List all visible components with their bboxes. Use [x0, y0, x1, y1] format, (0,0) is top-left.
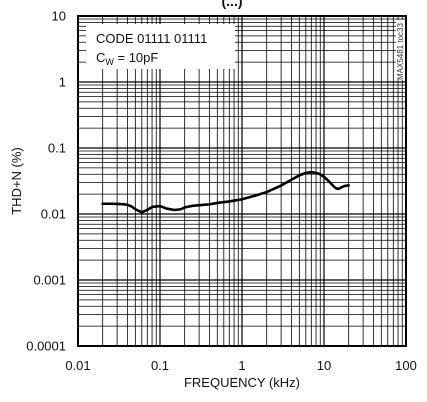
plot-area-border: [77, 15, 407, 347]
legend-box: [86, 24, 235, 69]
x-tick-label: 100: [395, 358, 417, 373]
y-tick-label: 0.1: [48, 141, 66, 156]
x-tick-label: 10: [317, 358, 331, 373]
y-axis-title: THD+N (%): [9, 147, 24, 215]
y-tick-label: 1: [59, 75, 66, 90]
x-tick-label: 1: [238, 358, 245, 373]
y-tick-labels: 0.0001 0.001 0.01 0.1 1 10: [26, 9, 66, 354]
chart-title-fragment: (...): [222, 0, 243, 9]
x-tick-labels: 0.01 0.1 1 10 100: [65, 358, 417, 373]
y-tick-label: 0.01: [41, 207, 66, 222]
legend-capacitance-label: CW = 10pF: [96, 50, 158, 67]
y-tick-label: 0.0001: [26, 339, 66, 354]
figure-id-box: [396, 20, 405, 80]
y-tick-label: 10: [52, 9, 66, 24]
legend-capacitance-subscript: W: [105, 57, 114, 67]
legend-capacitance-value: = 10pF: [114, 50, 159, 65]
x-tick-label: 0.01: [65, 358, 90, 373]
legend: CODE 01111 01111 CW = 10pF: [86, 24, 235, 69]
legend-code-label: CODE 01111 01111: [96, 31, 207, 46]
x-tick-label: 0.1: [151, 358, 169, 373]
data-series: [101, 170, 350, 214]
figure-id: MAX5481 toc33: [396, 23, 405, 80]
legend-capacitance-symbol: C: [96, 50, 105, 65]
x-axis-title: FREQUENCY (kHz): [184, 375, 300, 390]
series-line-1: [101, 170, 350, 214]
y-tick-label: 0.001: [33, 273, 66, 288]
